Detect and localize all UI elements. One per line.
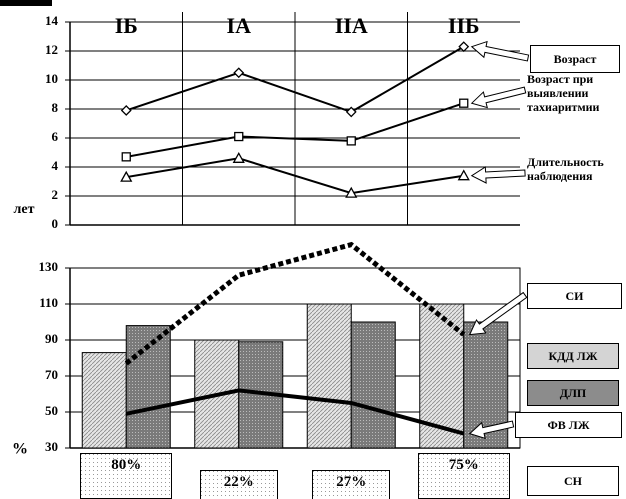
- category-label: IА: [227, 13, 252, 38]
- marker: [121, 152, 131, 162]
- corner-mark: [0, 0, 52, 6]
- y-tick-label: 70: [45, 367, 58, 382]
- marker: [232, 151, 245, 163]
- legend-label: СИ: [527, 283, 622, 309]
- y-tick-label: 50: [45, 403, 58, 418]
- legend-label: ДЛП: [527, 380, 619, 406]
- y-tick-label: 90: [45, 331, 58, 346]
- bar: [306, 303, 352, 449]
- marker: [459, 98, 469, 108]
- y-tick-label: 10: [45, 71, 58, 86]
- callout-arrow: [470, 40, 530, 62]
- y-tick-label: 110: [39, 295, 58, 310]
- y-tick-label: 14: [45, 13, 59, 28]
- legend-label: Возраст: [530, 45, 620, 73]
- marker: [234, 131, 244, 142]
- marker: [233, 67, 245, 79]
- category-label: IIБ: [448, 13, 480, 38]
- marker: [346, 136, 356, 146]
- y-tick-label: 8: [52, 100, 59, 115]
- marker: [458, 41, 470, 53]
- marker: [345, 106, 357, 118]
- y-tick-label: 30: [45, 439, 58, 454]
- y-axis-label: %: [12, 441, 28, 458]
- callout-arrow: [470, 86, 527, 109]
- y-tick-label: 12: [45, 42, 58, 57]
- bar: [81, 352, 127, 449]
- annotation-box: 80%: [80, 453, 173, 499]
- marker: [345, 186, 358, 198]
- series-line: [124, 241, 466, 366]
- legend-label: ФВ ЛЖ: [515, 412, 622, 438]
- annotation-box: 27%: [312, 470, 391, 499]
- callout-arrow: [468, 291, 528, 336]
- marker: [457, 169, 470, 181]
- series-line: [126, 102, 465, 158]
- annotation-box: 22%: [199, 470, 278, 499]
- y-tick-label: 2: [52, 187, 59, 202]
- y-tick-label: 130: [39, 259, 59, 274]
- marker: [120, 170, 133, 182]
- series-line: [126, 157, 464, 195]
- series-line: [125, 388, 465, 436]
- legend-label: КДД ЛЖ: [527, 343, 619, 369]
- legend-label: Возраст при выявлении тахиаритмии: [527, 72, 600, 114]
- category-label: IБ: [115, 13, 138, 38]
- category-label: IIА: [335, 13, 368, 38]
- marker: [120, 105, 132, 116]
- annotation-label: СН: [527, 466, 619, 496]
- legend-label: Длительность наблюдения: [527, 155, 604, 183]
- series-line: [125, 45, 465, 113]
- y-tick-label: 6: [52, 129, 59, 144]
- y-tick-label: 0: [52, 216, 59, 231]
- y-tick-label: 4: [52, 158, 59, 173]
- callout-arrow: [468, 420, 515, 440]
- bar: [125, 325, 171, 449]
- bar: [350, 321, 396, 449]
- annotation-box: 75%: [417, 453, 510, 499]
- y-axis-label: лет: [14, 202, 35, 217]
- callout-arrow: [470, 166, 526, 184]
